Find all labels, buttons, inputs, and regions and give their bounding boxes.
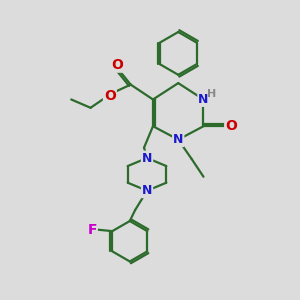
- Text: O: O: [104, 89, 116, 103]
- Text: F: F: [87, 223, 97, 237]
- Text: N: N: [142, 152, 152, 164]
- Text: O: O: [225, 119, 237, 133]
- Text: N: N: [142, 184, 152, 197]
- Text: N: N: [198, 93, 209, 106]
- Text: O: O: [111, 58, 123, 72]
- Text: N: N: [173, 133, 183, 146]
- Text: H: H: [207, 89, 216, 99]
